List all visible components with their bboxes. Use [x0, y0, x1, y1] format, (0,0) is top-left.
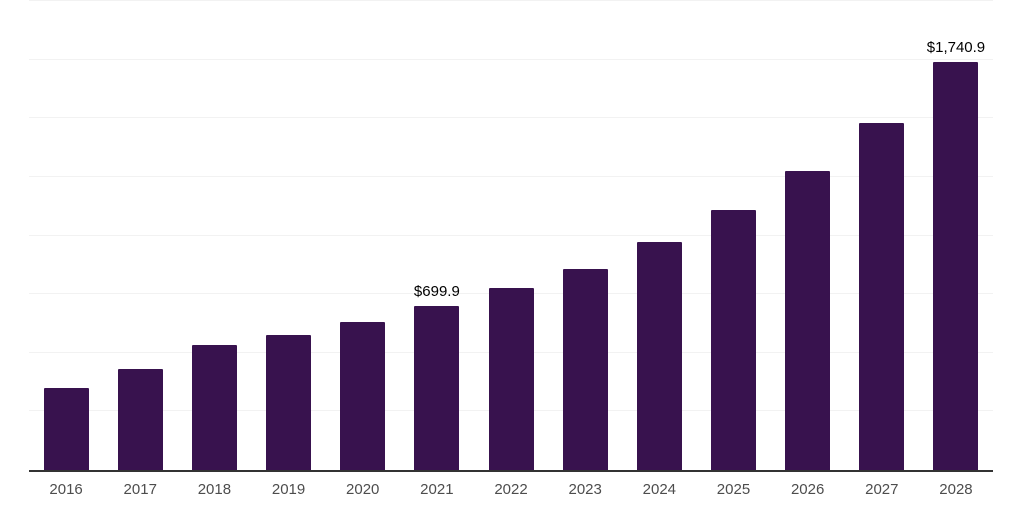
bar-slot-2025: [696, 1, 770, 470]
x-tick-2020: 2020: [346, 481, 380, 498]
x-tick-2018: 2018: [197, 481, 232, 498]
x-tick-2019: 2019: [271, 481, 306, 498]
gridline-2000: [29, 0, 993, 1]
bar-slot-2020: [326, 1, 400, 470]
bar-2026: [785, 171, 831, 470]
bar-slot-2023: [548, 1, 622, 470]
bar-slot-2024: [622, 1, 696, 470]
bars-row: $699.9 $1,740.9: [29, 1, 993, 470]
x-tick-2021: 2021: [420, 481, 454, 498]
bar-slot-2018: [177, 1, 251, 470]
bar-2018: [191, 344, 237, 470]
bar-slot-2016: [29, 1, 103, 470]
bar-2019: [266, 334, 312, 470]
bar-slot-2022: [474, 1, 548, 470]
x-tick-2027: 2027: [865, 481, 899, 498]
bar-2020: [340, 321, 386, 470]
value-label-2028: $1,740.9: [926, 38, 986, 56]
x-axis-labels: 2016 2017 2018 2019 2020 2021 2022 2023 2024 2025…: [29, 481, 993, 499]
bar-2016: [43, 388, 89, 470]
gridline-1250: [29, 175, 993, 177]
bar-slot-2017: [103, 1, 177, 470]
bar-2024: [636, 242, 682, 470]
gridline-1000: [29, 234, 993, 236]
x-tick-2028: 2028: [939, 481, 973, 498]
gridline-1500: [29, 117, 993, 119]
bar-slot-2019: [251, 1, 325, 470]
x-tick-2017: 2017: [123, 481, 157, 498]
value-label-2021: $699.9: [413, 282, 460, 300]
x-tick-2016: 2016: [49, 481, 83, 498]
x-tick-2025: 2025: [716, 481, 751, 498]
gridline-1750: [29, 58, 993, 60]
bar-slot-2027: [845, 1, 919, 470]
bar-2025: [710, 210, 756, 470]
bar-2023: [562, 268, 608, 470]
bar-2021: [414, 305, 460, 470]
bar-slot-2026: [771, 1, 845, 470]
x-tick-2023: 2023: [568, 481, 602, 498]
x-tick-2026: 2026: [790, 481, 825, 498]
bar-2022: [488, 288, 534, 470]
plot-area: $699.9 $1,740.9: [29, 0, 993, 472]
bar-2028: [933, 61, 979, 470]
bar-2017: [117, 368, 163, 470]
x-tick-2024: 2024: [642, 481, 677, 498]
bar-slot-2021: $699.9: [400, 1, 474, 470]
x-tick-2022: 2022: [494, 481, 528, 498]
bar-2027: [859, 123, 905, 470]
bar-slot-2028: $1,740.9: [919, 1, 993, 470]
